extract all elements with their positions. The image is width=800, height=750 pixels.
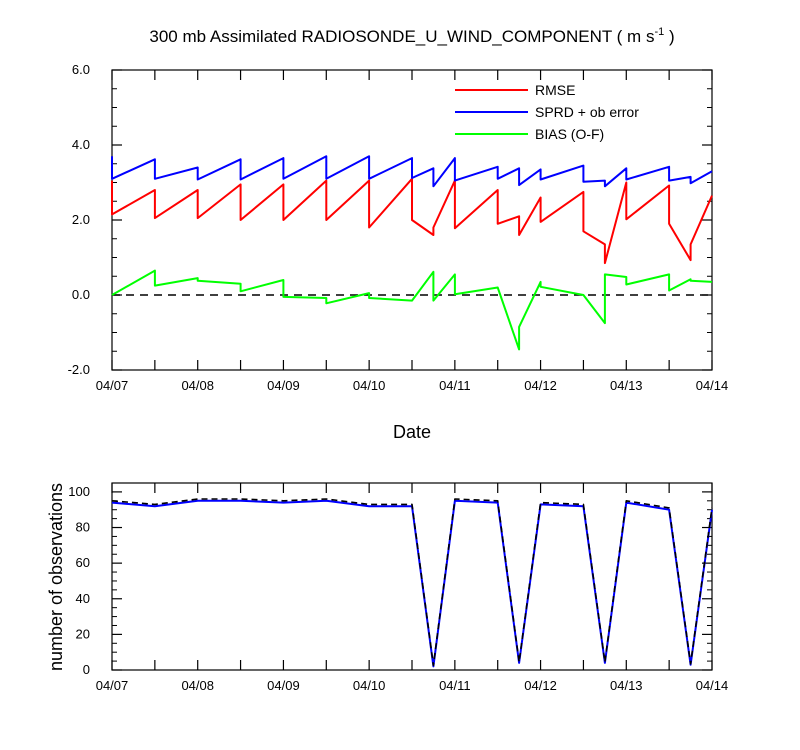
x-tick-label: 04/14 [696, 378, 729, 393]
top-series-group [111, 155, 713, 351]
bottom-x-tick-labels: 04/07 04/08 04/09 04/10 04/11 04/12 04/13 04/14 [96, 678, 729, 693]
x-tick-label: 04/10 [353, 378, 386, 393]
legend: RMSE SPRD + ob error BIAS (O-F) [455, 82, 639, 142]
bottom-ticks [111, 482, 713, 671]
chart-title-superscript: -1 [654, 26, 664, 38]
series-line-sprd-ob-error [111, 155, 713, 188]
x-tick-label: 04/07 [96, 378, 129, 393]
chart-title: 300 mb Assimilated RADIOSONDE_U_WIND_COM… [149, 26, 674, 46]
top-x-tick-labels: 04/07 04/08 04/09 04/10 04/11 04/12 04/13 04/14 [96, 378, 729, 393]
x-tick-label: 04/11 [439, 678, 471, 693]
x-tick-label: 04/10 [353, 678, 386, 693]
chart-title-end: ) [664, 27, 674, 46]
legend-label: BIAS (O-F) [535, 126, 604, 142]
y-tick-label: 4.0 [72, 137, 90, 152]
top-ticks [111, 69, 713, 371]
x-tick-label: 04/13 [610, 378, 643, 393]
series-line-possible [111, 498, 713, 667]
x-tick-label: 04/08 [181, 678, 214, 693]
y-tick-label: -2.0 [68, 362, 90, 377]
x-tick-label: 04/07 [96, 678, 129, 693]
y-tick-label: 80 [76, 520, 90, 535]
y-tick-label: 6.0 [72, 62, 90, 77]
legend-label: SPRD + ob error [535, 104, 639, 120]
x-tick-label: 04/09 [267, 678, 300, 693]
series-line-rmse [111, 177, 713, 265]
y-tick-label: 0 [83, 662, 90, 677]
x-tick-label: 04/14 [696, 678, 729, 693]
bottom-series-group [111, 498, 713, 668]
y-tick-label: 2.0 [72, 212, 90, 227]
x-tick-label: 04/08 [181, 378, 214, 393]
y-tick-label: 60 [76, 555, 90, 570]
legend-label: RMSE [535, 82, 575, 98]
x-tick-label: 04/13 [610, 678, 643, 693]
y-tick-label: 20 [76, 626, 90, 641]
y-tick-label: 40 [76, 591, 90, 606]
x-tick-label: 04/12 [524, 678, 557, 693]
series-line-assimilated [111, 499, 713, 668]
x-tick-label: 04/12 [524, 378, 557, 393]
bottom-y-tick-labels: 0 20 40 60 80 100 [68, 484, 90, 677]
y-tick-label: 100 [68, 484, 90, 499]
x-axis-title: Date [393, 422, 431, 442]
x-tick-label: 04/09 [267, 378, 300, 393]
top-panel: -2.00.02.04.06.0 04/07 04/08 04/09 04/10 04/… [68, 62, 729, 442]
y-tick-label: 0.0 [72, 287, 90, 302]
top-y-tick-labels: -2.0 0.0 2.0 4.0 6.0 [68, 62, 90, 377]
y-axis-title-observations: number of observations [46, 483, 66, 671]
x-tick-label: 04/11 [439, 378, 471, 393]
series-line-bias-o-f- [111, 269, 713, 351]
